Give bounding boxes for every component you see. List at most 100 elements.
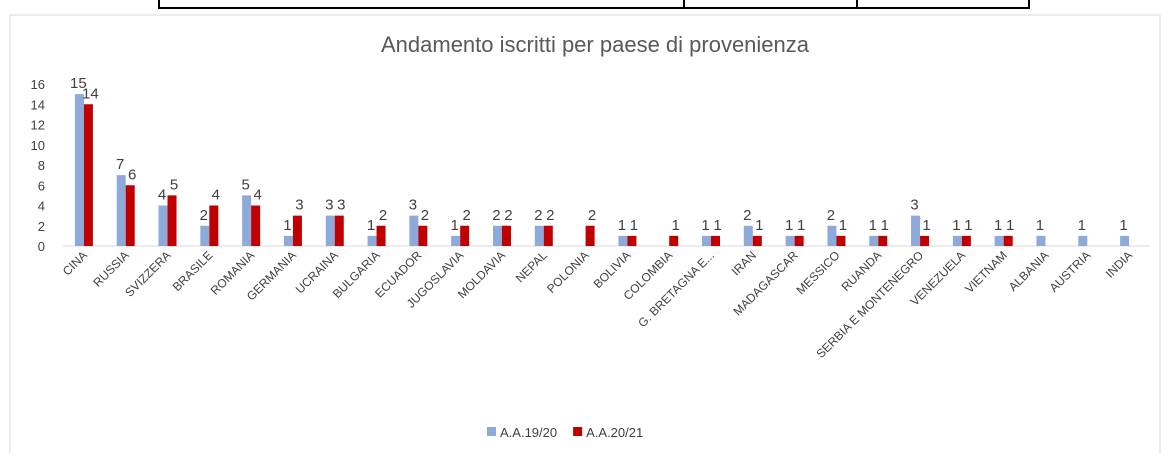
bar bbox=[409, 215, 419, 246]
data-label: 1 bbox=[1078, 217, 1086, 234]
data-label: 1 bbox=[869, 217, 877, 234]
x-tick-label: RUSSIA bbox=[90, 248, 131, 289]
data-label: 2 bbox=[379, 207, 387, 224]
x-tick-label: CINA bbox=[60, 248, 90, 278]
bar bbox=[869, 235, 879, 246]
bar bbox=[292, 215, 302, 246]
bar bbox=[752, 235, 762, 246]
x-tick-label: POLONIA bbox=[544, 248, 592, 296]
y-tick-label: 14 bbox=[31, 97, 45, 112]
bar bbox=[702, 235, 712, 246]
data-label: 3 bbox=[409, 197, 417, 214]
data-label: 4 bbox=[253, 187, 261, 204]
data-label: 14 bbox=[82, 85, 99, 102]
data-label: 1 bbox=[1006, 217, 1014, 234]
bar bbox=[711, 235, 721, 246]
y-tick-label: 0 bbox=[38, 239, 45, 254]
data-label: 2 bbox=[743, 207, 751, 224]
bar bbox=[1078, 235, 1088, 246]
bar bbox=[994, 235, 1004, 246]
data-label: 1 bbox=[964, 217, 972, 234]
data-label: 2 bbox=[421, 207, 429, 224]
data-label: 1 bbox=[701, 217, 709, 234]
bar bbox=[209, 205, 219, 246]
data-label: 6 bbox=[128, 166, 136, 183]
bar bbox=[618, 235, 628, 246]
bar bbox=[367, 235, 377, 246]
bar bbox=[785, 235, 795, 246]
data-label: 3 bbox=[910, 197, 918, 214]
data-label: 1 bbox=[283, 217, 291, 234]
data-label: 1 bbox=[755, 217, 763, 234]
y-tick-label: 12 bbox=[31, 118, 45, 133]
data-label: 2 bbox=[463, 207, 471, 224]
y-tick-label: 16 bbox=[31, 77, 45, 92]
data-label: 2 bbox=[492, 207, 500, 224]
bar bbox=[418, 225, 428, 246]
data-label: 1 bbox=[797, 217, 805, 234]
legend-swatch bbox=[573, 427, 583, 436]
data-label: 2 bbox=[534, 207, 542, 224]
bar bbox=[827, 225, 837, 246]
bar bbox=[334, 215, 344, 246]
data-label: 1 bbox=[881, 217, 889, 234]
bar bbox=[492, 225, 502, 246]
y-tick-label: 6 bbox=[38, 178, 45, 193]
bar bbox=[283, 235, 293, 246]
data-label: 2 bbox=[504, 207, 512, 224]
bar bbox=[158, 205, 168, 246]
bar bbox=[961, 235, 971, 246]
bar bbox=[242, 195, 252, 246]
data-label: 3 bbox=[295, 197, 303, 214]
data-label: 2 bbox=[546, 207, 554, 224]
data-label: 1 bbox=[630, 217, 638, 234]
bar bbox=[325, 215, 335, 246]
bar bbox=[920, 235, 930, 246]
chart-title: Andamento iscritti per paese di provenie… bbox=[381, 32, 810, 57]
bar bbox=[125, 185, 135, 246]
y-tick-label: 2 bbox=[38, 219, 45, 234]
chart-frame bbox=[9, 14, 1161, 456]
x-tick-label: NEPAL bbox=[513, 248, 550, 285]
bar bbox=[1003, 235, 1013, 246]
bar bbox=[376, 225, 386, 246]
data-label: 1 bbox=[839, 217, 847, 234]
data-label: 2 bbox=[588, 207, 596, 224]
legend-swatch bbox=[487, 427, 496, 436]
data-label: 5 bbox=[170, 176, 178, 193]
x-tick-label: SVIZZERA bbox=[122, 248, 173, 299]
data-label: 1 bbox=[1119, 217, 1127, 234]
bar bbox=[1120, 235, 1130, 246]
bar bbox=[952, 235, 962, 246]
bar bbox=[543, 225, 553, 246]
bar bbox=[534, 225, 544, 246]
y-tick-label: 10 bbox=[31, 138, 45, 153]
bar bbox=[878, 235, 888, 246]
data-label: 1 bbox=[1036, 217, 1044, 234]
data-label: 1 bbox=[451, 217, 459, 234]
bar bbox=[585, 225, 595, 246]
bar bbox=[627, 235, 637, 246]
legend-label: A.A.20/21 bbox=[586, 425, 643, 440]
data-label: 1 bbox=[785, 217, 793, 234]
x-tick-label: AUSTRIA bbox=[1047, 248, 1094, 295]
data-label: 1 bbox=[994, 217, 1002, 234]
data-label: 7 bbox=[116, 156, 124, 173]
bar bbox=[794, 235, 804, 246]
x-tick-label: MESSICO bbox=[794, 248, 843, 297]
bar bbox=[911, 215, 921, 246]
x-tick-label: VIETNAM bbox=[962, 248, 1010, 296]
data-label: 5 bbox=[241, 176, 249, 193]
bar bbox=[200, 225, 210, 246]
y-tick-label: 8 bbox=[38, 158, 45, 173]
bar bbox=[1036, 235, 1046, 246]
bar bbox=[251, 205, 261, 246]
data-label: 1 bbox=[713, 217, 721, 234]
data-label: 1 bbox=[952, 217, 960, 234]
bar bbox=[669, 235, 679, 246]
data-label: 1 bbox=[618, 217, 626, 234]
x-tick-label: INDIA bbox=[1103, 248, 1136, 281]
data-label: 4 bbox=[212, 187, 220, 204]
bar bbox=[743, 225, 753, 246]
data-label: 1 bbox=[672, 217, 680, 234]
